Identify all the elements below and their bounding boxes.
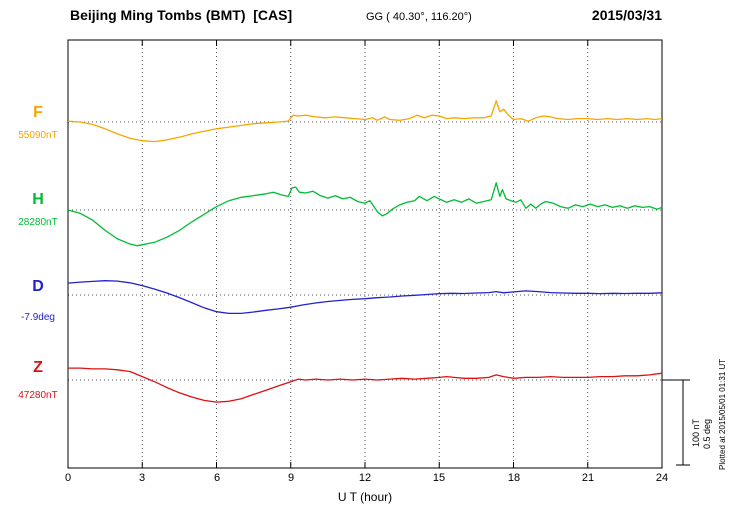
x-tick-0: 0 <box>64 472 72 484</box>
channel-baseline-f: 55090nT <box>18 130 58 141</box>
x-tick-15: 15 <box>432 472 446 484</box>
x-tick-18: 18 <box>507 472 521 484</box>
channel-label-h: H <box>32 191 44 208</box>
x-tick-12: 12 <box>358 472 372 484</box>
channel-baseline-h: 28280nT <box>18 217 58 228</box>
x-axis-label: U T (hour) <box>337 490 393 504</box>
channel-label-f: F <box>33 104 43 121</box>
scale-bar-label-nt: 100 nT <box>691 418 701 447</box>
plotted-at-note: Plotted at 2015/05/01 01:31 UT <box>718 358 727 470</box>
scale-bar-label-deg: 0.5 deg <box>702 418 712 449</box>
x-tick-9: 9 <box>287 472 295 484</box>
geographic-coordinates: GG ( 40.30°, 116.20°) <box>366 11 472 23</box>
x-tick-6: 6 <box>213 472 221 484</box>
channel-label-z: Z <box>33 359 43 376</box>
plot-date: 2015/03/31 <box>591 7 662 23</box>
channel-baseline-d: -7.9deg <box>21 312 55 323</box>
channel-label-d: D <box>32 278 44 295</box>
x-tick-24: 24 <box>655 472 669 484</box>
x-tick-21: 21 <box>581 472 595 484</box>
x-tick-3: 3 <box>138 472 146 484</box>
station-title: Beijing Ming Tombs (BMT) [CAS] <box>70 7 293 23</box>
channel-baseline-z: 47280nT <box>18 390 58 401</box>
